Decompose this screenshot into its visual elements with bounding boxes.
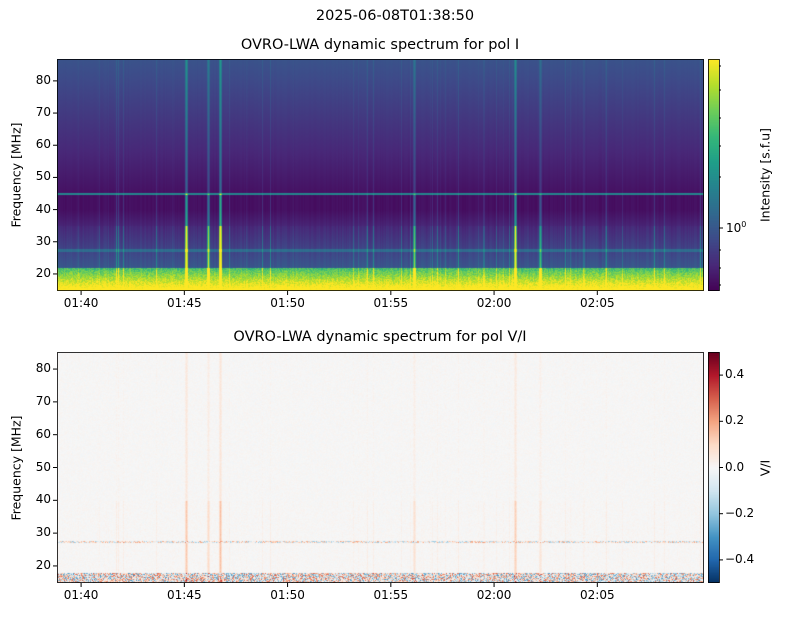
y-tick-label: 30 bbox=[35, 233, 51, 248]
vi-colorbar bbox=[708, 352, 719, 583]
pol-vi-heatmap bbox=[57, 352, 704, 583]
x-tick-label: 01:50 bbox=[270, 588, 305, 602]
y-tick-label: 40 bbox=[35, 492, 51, 507]
colorbar-tick-label: 0.0 bbox=[725, 459, 745, 474]
x-tick-label: 01:50 bbox=[270, 296, 305, 310]
x-tick-label: 01:40 bbox=[63, 588, 99, 602]
x-tick-label: 02:05 bbox=[580, 588, 615, 602]
x-tick-label: 02:00 bbox=[476, 588, 512, 602]
colorbar-frame bbox=[708, 59, 720, 291]
tick-exponent: 0 bbox=[741, 220, 747, 229]
colorbar-tick-label: 0.4 bbox=[725, 367, 745, 382]
colorbar-label: Intensity [s.f.u] bbox=[757, 127, 773, 223]
x-tick-label: 02:00 bbox=[476, 296, 512, 310]
tick-base: 10 bbox=[726, 221, 742, 235]
y-tick-label: 40 bbox=[35, 201, 51, 216]
colorbar-label: V/I bbox=[757, 459, 773, 476]
y-tick-label: 80 bbox=[35, 361, 51, 376]
y-tick-label: 50 bbox=[35, 169, 51, 184]
colorbar-tick-label: 100 bbox=[726, 220, 746, 235]
bottom-panel-title: OVRO-LWA dynamic spectrum for pol V/I bbox=[233, 329, 527, 345]
colorbar-tick-label: −0.2 bbox=[725, 505, 755, 520]
y-tick-label: 30 bbox=[35, 525, 51, 540]
y-tick-label: 60 bbox=[35, 426, 51, 441]
top-panel-title: OVRO-LWA dynamic spectrum for pol I bbox=[240, 37, 520, 53]
y-tick-label: 50 bbox=[35, 459, 51, 474]
x-tick-label: 01:55 bbox=[373, 296, 409, 310]
y-axis-label: Frequency [MHz] bbox=[8, 122, 24, 228]
x-tick-label: 02:05 bbox=[580, 296, 615, 310]
y-tick-label: 70 bbox=[35, 105, 51, 120]
axes-frame bbox=[57, 352, 704, 583]
x-tick-label: 01:45 bbox=[167, 296, 202, 310]
y-tick-label: 20 bbox=[35, 557, 51, 572]
x-tick-label: 01:40 bbox=[63, 296, 99, 310]
x-tick-label: 01:55 bbox=[373, 588, 409, 602]
pol-i-heatmap bbox=[57, 59, 704, 291]
y-tick-label: 60 bbox=[35, 137, 51, 152]
suptitle: 2025-06-08T01:38:50 bbox=[315, 8, 475, 24]
y-tick-label: 20 bbox=[35, 265, 51, 280]
intensity-colorbar bbox=[708, 59, 719, 291]
y-tick-label: 80 bbox=[35, 72, 51, 87]
colorbar-frame bbox=[708, 352, 720, 583]
colorbar-tick-label: −0.4 bbox=[725, 551, 755, 566]
y-axis-label: Frequency [MHz] bbox=[8, 414, 24, 521]
axes-frame bbox=[57, 59, 704, 291]
x-tick-label: 01:45 bbox=[167, 588, 202, 602]
colorbar-tick-label: 0.2 bbox=[725, 413, 745, 428]
y-tick-label: 70 bbox=[35, 393, 51, 408]
